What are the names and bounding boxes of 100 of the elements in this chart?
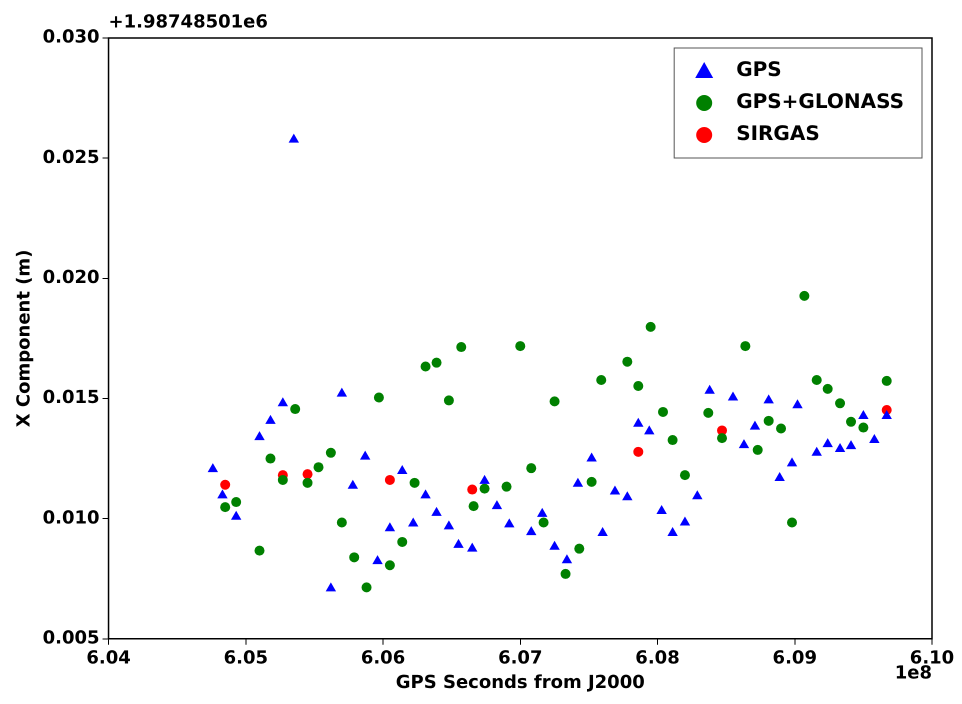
point xyxy=(397,536,408,547)
point xyxy=(374,392,384,403)
point xyxy=(846,440,856,450)
point xyxy=(549,540,560,550)
point xyxy=(882,410,892,420)
point xyxy=(633,418,644,427)
point xyxy=(384,560,395,570)
point xyxy=(526,526,536,536)
point xyxy=(562,554,572,564)
point xyxy=(622,356,632,367)
point xyxy=(667,527,678,536)
point xyxy=(408,517,418,526)
point xyxy=(432,358,442,368)
point xyxy=(456,342,466,352)
point xyxy=(336,517,347,528)
point xyxy=(835,398,846,408)
point xyxy=(230,510,242,520)
point xyxy=(658,406,668,417)
point xyxy=(220,502,230,512)
point xyxy=(812,446,822,456)
text: +1.98748501e6 xyxy=(108,12,268,33)
point xyxy=(290,404,300,414)
point xyxy=(763,394,774,404)
point xyxy=(717,433,728,444)
y-axis-title: X Component (m) xyxy=(13,250,34,428)
point xyxy=(812,374,822,385)
point xyxy=(372,555,383,564)
point xyxy=(468,501,479,512)
point xyxy=(397,465,408,474)
point xyxy=(750,420,760,430)
point xyxy=(420,362,431,372)
y-tick-label: 0.020 xyxy=(42,266,100,288)
point xyxy=(431,506,442,516)
point xyxy=(633,380,644,391)
point xyxy=(776,424,786,434)
point xyxy=(728,392,738,401)
point xyxy=(550,396,560,406)
point xyxy=(384,474,395,485)
point xyxy=(444,520,454,530)
point xyxy=(515,341,526,352)
point xyxy=(703,408,714,418)
point xyxy=(479,474,490,484)
point xyxy=(692,490,703,500)
point xyxy=(610,485,620,494)
point xyxy=(410,478,420,488)
point xyxy=(349,552,360,562)
point xyxy=(467,542,478,552)
point xyxy=(526,463,536,474)
point xyxy=(834,442,846,452)
point xyxy=(220,480,230,490)
point xyxy=(231,497,242,508)
x-tick-label: 6.09 xyxy=(772,647,817,668)
y-tick-label: 0.025 xyxy=(42,146,100,168)
point xyxy=(752,444,763,455)
point xyxy=(492,500,502,510)
point xyxy=(596,374,606,385)
point xyxy=(254,431,265,440)
point xyxy=(586,452,597,462)
point xyxy=(326,582,336,592)
point xyxy=(537,508,548,517)
legend-label: GPS+GLONASS xyxy=(736,89,904,114)
point xyxy=(360,450,370,460)
point xyxy=(858,410,869,420)
point xyxy=(656,504,667,514)
point xyxy=(278,397,288,406)
point xyxy=(680,470,690,480)
point xyxy=(846,416,856,427)
point xyxy=(314,462,324,472)
point xyxy=(799,290,810,301)
point xyxy=(822,438,833,448)
point xyxy=(384,522,396,532)
point xyxy=(574,544,584,554)
point xyxy=(502,482,512,492)
x-tick-label: 6.06 xyxy=(360,647,406,668)
point xyxy=(467,484,478,495)
point xyxy=(668,435,678,446)
point xyxy=(348,480,358,489)
point xyxy=(786,457,798,466)
point xyxy=(444,395,454,406)
point xyxy=(278,474,288,485)
y-tick-label: 0.010 xyxy=(42,507,100,528)
point xyxy=(597,527,608,536)
point xyxy=(265,454,276,464)
point xyxy=(217,489,228,498)
y-tick-label: 0.030 xyxy=(42,26,100,48)
point xyxy=(586,476,597,487)
point xyxy=(787,517,798,528)
x-tick-label: 6.05 xyxy=(224,647,268,668)
point xyxy=(572,478,584,487)
point xyxy=(265,414,276,424)
point xyxy=(208,463,218,472)
point xyxy=(362,582,372,592)
point xyxy=(504,518,514,528)
point xyxy=(882,376,892,386)
point xyxy=(822,384,833,394)
point xyxy=(326,448,336,458)
y-tick-label: 0.015 xyxy=(42,387,100,408)
point xyxy=(644,425,654,434)
point xyxy=(538,517,549,528)
point xyxy=(302,469,313,480)
